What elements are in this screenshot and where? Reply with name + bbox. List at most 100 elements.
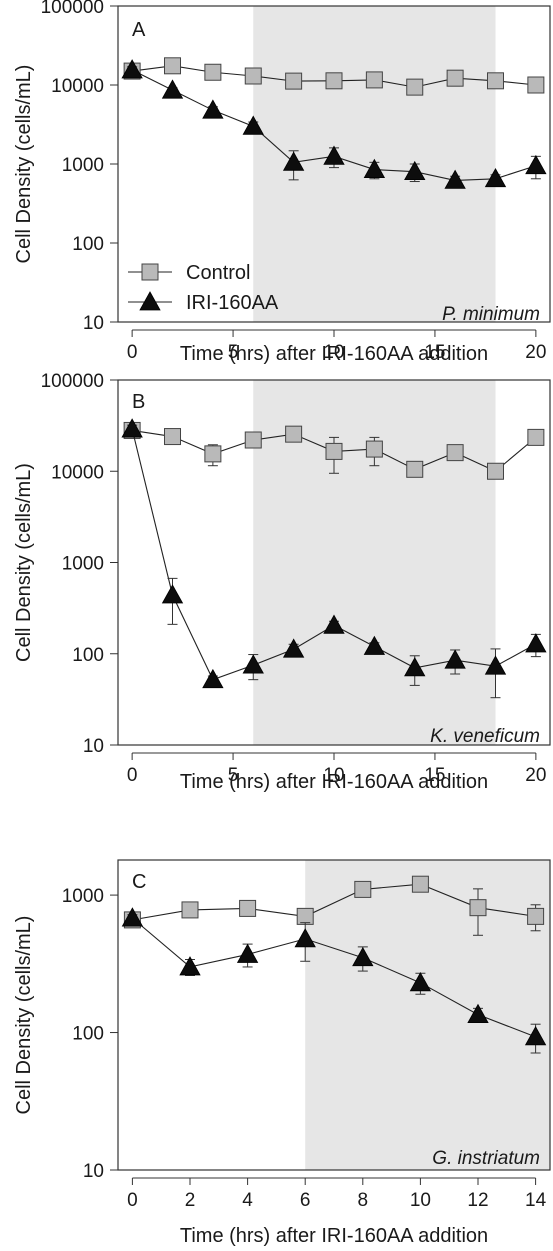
panel-letter: B	[132, 391, 145, 413]
species-annotation: G. instriatum	[432, 1148, 540, 1169]
control-point	[527, 907, 545, 925]
treatment-point	[323, 614, 345, 634]
control-point	[244, 431, 262, 449]
species-annotation: P. minimum	[442, 304, 540, 325]
control-point	[446, 444, 464, 462]
y-tick-label: 100000	[41, 0, 104, 18]
panel-c: 10 100 1000 0 2 4 6 8 10 12 14 Time (hrs) after IRI…	[13, 859, 551, 1247]
treatment-point	[202, 99, 224, 119]
panel-a: 10 100 1000 10000 100000 0 5 10 15 20 Time (hrs) a…	[13, 0, 551, 365]
treatment-point	[484, 167, 507, 188]
control-point	[365, 71, 383, 89]
treatment-point	[282, 638, 305, 658]
treatment-point	[524, 1026, 547, 1046]
treatment-point	[236, 943, 259, 963]
x-tick-label: 5	[228, 342, 239, 363]
control-point	[325, 72, 343, 90]
treatment-point	[409, 971, 432, 992]
control-point	[285, 72, 303, 90]
treatment-point	[202, 668, 224, 689]
x-tick-label: 14	[525, 1190, 547, 1211]
treatment-point	[242, 654, 264, 674]
x-tick-label: 10	[323, 342, 344, 363]
control-point	[406, 78, 424, 96]
treatment-point	[282, 151, 305, 171]
x-tick-label: 0	[127, 1190, 138, 1211]
y-tick-label: 10	[83, 313, 104, 334]
control-point	[325, 442, 343, 460]
treatment-point	[467, 1003, 489, 1024]
x-tick-label: 0	[127, 342, 138, 363]
control-point	[527, 76, 545, 94]
control-point	[296, 907, 314, 925]
control-point	[486, 72, 504, 90]
y-tick-label: 100	[72, 234, 104, 255]
control-point	[446, 69, 464, 87]
series-iri-160aa	[121, 418, 547, 699]
x-tick-label: 20	[525, 765, 546, 786]
treatment-point	[525, 633, 547, 653]
x-axis-title: Time (hrs) after IRI-160AA addition	[180, 1225, 488, 1247]
treatment-point	[352, 946, 374, 967]
control-point	[239, 899, 257, 917]
treatment-point	[484, 655, 507, 675]
treatment-point	[363, 158, 386, 178]
x-axis-title: Time (hrs) after IRI-160AA addition	[180, 343, 488, 365]
x-tick-label: 4	[242, 1190, 253, 1211]
y-tick-label: 10	[83, 1161, 104, 1182]
series-line	[132, 917, 536, 1038]
y-tick-label: 1000	[62, 155, 104, 176]
treatment-point	[323, 145, 345, 165]
control-point	[285, 425, 303, 443]
y-tick-label: 100000	[41, 371, 104, 392]
treatment-point	[444, 649, 466, 669]
treatment-point	[161, 79, 184, 99]
y-axis-title: Cell Density (cells/mL)	[13, 463, 35, 662]
x-tick-label: 10	[410, 1190, 431, 1211]
treatment-point	[179, 956, 201, 976]
series-iri-160aa	[121, 59, 547, 189]
shaded-region	[305, 860, 550, 1170]
panel-letter: C	[132, 871, 146, 893]
control-point	[354, 880, 372, 898]
y-tick-label: 100	[72, 1024, 104, 1045]
treatment-point	[525, 154, 547, 175]
control-point	[164, 428, 182, 446]
x-tick-label: 6	[300, 1190, 311, 1211]
x-tick-label: 20	[525, 342, 546, 363]
control-point	[406, 460, 424, 478]
x-tick-label: 15	[424, 342, 445, 363]
y-tick-label: 10000	[51, 462, 104, 483]
x-axis-title: Time (hrs) after IRI-160AA addition	[180, 771, 488, 793]
y-tick-label: 100	[72, 645, 104, 666]
series-iri-160aa	[121, 907, 547, 1054]
treatment-point	[363, 635, 386, 655]
treatment-point	[404, 657, 426, 677]
control-point	[244, 67, 262, 85]
control-point	[181, 901, 199, 919]
x-tick-label: 2	[185, 1190, 196, 1211]
control-point	[527, 428, 545, 446]
control-point	[164, 57, 182, 75]
x-tick-label: 15	[424, 765, 445, 786]
y-tick-label: 1000	[62, 886, 104, 907]
control-point	[486, 462, 504, 480]
y-tick-label: 1000	[62, 554, 104, 575]
treatment-point	[294, 928, 316, 948]
panel-letter: A	[132, 19, 146, 41]
treatment-point	[242, 115, 264, 135]
legend-label: Control	[186, 262, 250, 284]
y-axis-title: Cell Density (cells/mL)	[13, 916, 35, 1115]
treatment-point	[121, 418, 143, 438]
legend-label: IRI-160AA	[186, 292, 279, 314]
treatment-point	[121, 59, 143, 79]
y-tick-label: 10	[83, 736, 104, 757]
series-line	[132, 883, 536, 921]
x-tick-label: 12	[467, 1190, 488, 1211]
y-tick-label: 10000	[51, 76, 104, 97]
treatment-point	[444, 169, 466, 189]
y-axis-title: Cell Density (cells/mL)	[13, 65, 35, 264]
treatment-point	[121, 907, 144, 927]
control-point	[204, 445, 222, 463]
